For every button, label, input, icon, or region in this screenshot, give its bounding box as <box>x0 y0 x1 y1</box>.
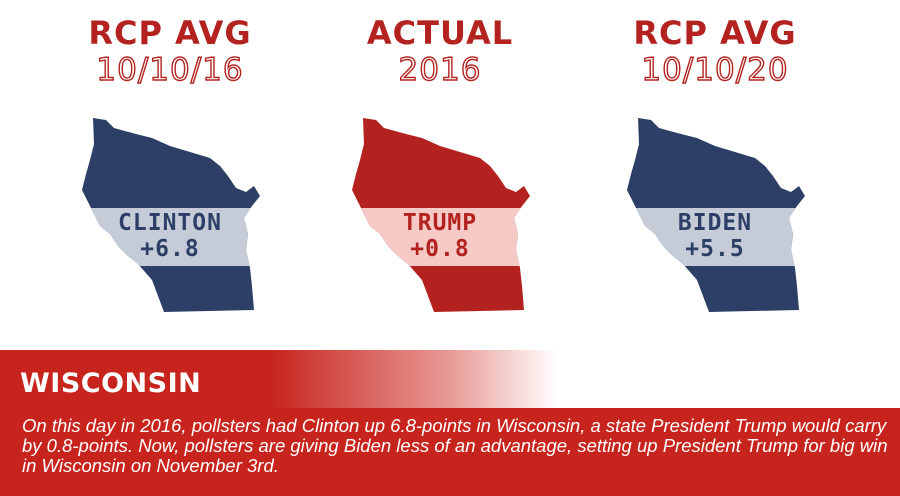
result-label: BIDEN +5.5 <box>585 210 845 262</box>
state-title: WISCONSIN <box>20 368 202 399</box>
info-banner: WISCONSIN On this day in 2016, pollsters… <box>0 350 900 496</box>
candidate-name: CLINTON <box>118 210 222 236</box>
candidate-margin: +5.5 <box>685 236 745 262</box>
wisconsin-map-icon <box>82 118 260 312</box>
candidate-margin: +0.8 <box>410 236 470 262</box>
panel-subheading: 10/10/20 <box>641 51 789 88</box>
candidate-name: BIDEN <box>677 210 753 236</box>
panel-subheading: 2016 <box>398 51 482 88</box>
result-label: TRUMP +0.8 <box>310 210 570 262</box>
description-text: On this day in 2016, pollsters had Clint… <box>22 415 888 476</box>
candidate-name: TRUMP <box>402 210 478 236</box>
panel-subheading: 10/10/16 <box>96 51 244 88</box>
wisconsin-map-icon <box>627 118 805 312</box>
description-background <box>0 408 900 496</box>
candidate-margin: +6.8 <box>140 236 200 262</box>
panel-heading: RCP AVG <box>88 14 252 52</box>
panel-heading: RCP AVG <box>633 14 797 52</box>
wisconsin-map-icon <box>352 118 530 312</box>
result-label: CLINTON +6.8 <box>40 210 300 262</box>
panel-clinton-2016: RCP AVG 10/10/16 CLINTON +6.8 <box>40 0 300 340</box>
panel-trump-actual: ACTUAL 2016 TRUMP +0.8 <box>310 0 570 340</box>
panel-heading: ACTUAL <box>366 14 514 52</box>
panel-biden-2020: RCP AVG 10/10/20 BIDEN +5.5 <box>585 0 845 340</box>
